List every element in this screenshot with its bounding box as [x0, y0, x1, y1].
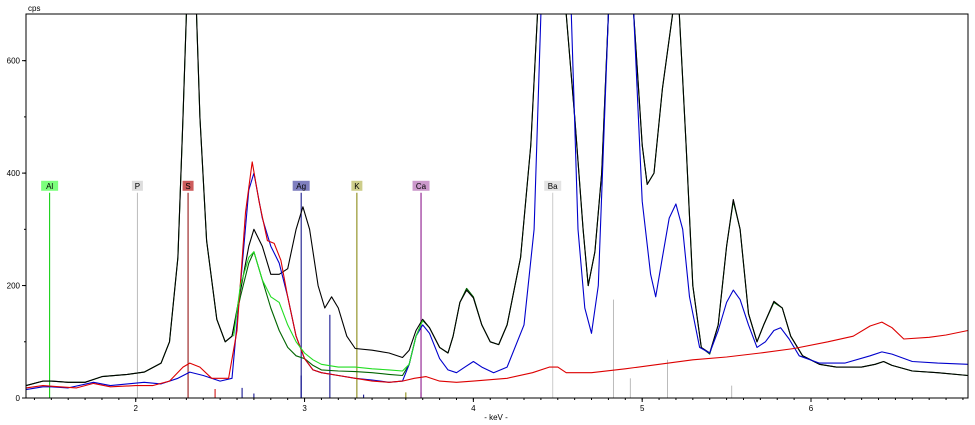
element-marker-label-s: S: [185, 182, 190, 191]
y-tick-label: 200: [7, 282, 21, 291]
y-tick-label: 0: [16, 394, 21, 403]
element-marker-box-p: [131, 180, 143, 191]
element-marker-label-ca: Ca: [416, 182, 427, 191]
series-line-1: [26, 14, 968, 387]
element-marker-layer: [49, 192, 554, 398]
x-tick-label: 3: [302, 404, 307, 413]
line-stub-layer: [214, 299, 733, 398]
x-tick-label: 4: [471, 404, 476, 413]
axes-layer: 0 200 400 600 2 3 4 5 6: [7, 13, 969, 413]
element-marker-box-k: [351, 180, 363, 191]
series-line-2: [26, 14, 968, 387]
element-marker-label-k: K: [354, 182, 360, 191]
element-marker-label-ba: Ba: [548, 182, 558, 191]
y-tick-label: 400: [7, 169, 21, 178]
element-marker-box-ag: [292, 180, 310, 191]
series-line-3: [26, 14, 968, 391]
element-marker-box-ba: [544, 180, 562, 191]
x-tick-label: 6: [809, 404, 814, 413]
element-marker-box-s: [182, 180, 194, 191]
series-line-4: [26, 161, 968, 389]
x-axis-label: - keV -: [484, 413, 508, 422]
element-marker-label-al: Al: [46, 182, 53, 191]
series-line-5: [233, 251, 424, 372]
element-marker-label-p: P: [135, 182, 140, 191]
element-marker-box-ca: [412, 180, 430, 191]
y-axis-unit-label: cps: [28, 4, 40, 13]
element-label-layer: Al P S Ag K Ca Ba: [41, 180, 562, 191]
element-marker-label-ag: Ag: [296, 182, 306, 191]
element-marker-box-al: [41, 180, 59, 191]
series-layer: [26, 14, 968, 391]
y-tick-label: 600: [7, 57, 21, 66]
x-tick-label: 2: [134, 404, 139, 413]
plot-frame: [25, 13, 969, 399]
x-tick-label: 5: [640, 404, 645, 413]
